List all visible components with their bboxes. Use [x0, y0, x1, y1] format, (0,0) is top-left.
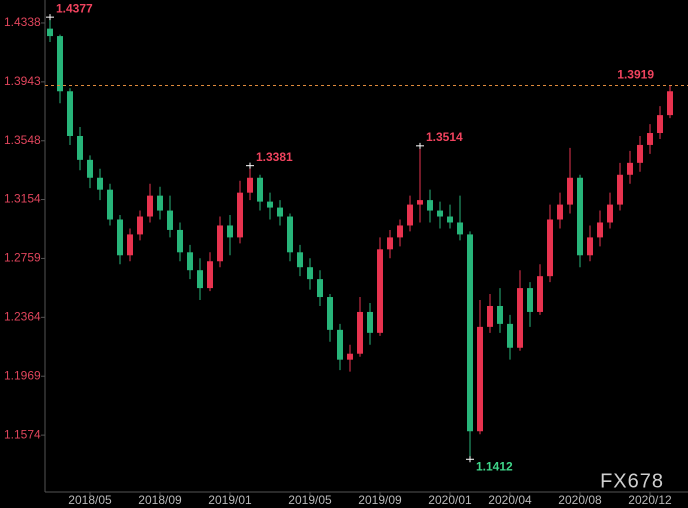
candle-body [657, 115, 663, 134]
candle-body [667, 91, 673, 116]
candle-body [337, 329, 343, 360]
candle-body [257, 177, 263, 202]
y-tick-label: 1.1574 [4, 427, 41, 441]
y-tick-label: 1.4338 [4, 15, 41, 29]
candle-body [597, 222, 603, 238]
x-tick-label: 2018/09 [138, 493, 182, 507]
x-tick-label: 2020/12 [628, 493, 672, 507]
candle-body [297, 252, 303, 268]
candle-body [227, 225, 233, 238]
candle-body [127, 234, 133, 256]
candle-body [87, 159, 93, 178]
candle-body [557, 204, 563, 220]
x-tick-label: 2020/01 [428, 493, 472, 507]
candle-body [617, 174, 623, 205]
candle-body [517, 288, 523, 348]
candle-body [447, 216, 453, 223]
x-tick-label: 2019/05 [288, 493, 332, 507]
candle-body [157, 195, 163, 211]
candle-body [197, 270, 203, 289]
y-tick-label: 1.2364 [4, 309, 41, 323]
x-tick-label: 2020/04 [488, 493, 532, 507]
y-tick-label: 1.3154 [4, 192, 41, 206]
candle-body [67, 91, 73, 136]
candle-body [207, 261, 213, 289]
x-tick-label: 2019/09 [358, 493, 402, 507]
candle-body [187, 252, 193, 271]
candle-body [527, 288, 533, 312]
candle-body [47, 28, 53, 37]
candle-body [547, 219, 553, 277]
candle-body [417, 200, 423, 205]
candle-body [267, 201, 273, 208]
candle-body [487, 305, 493, 327]
candle-body [577, 177, 583, 256]
candle-body [277, 207, 283, 217]
candle-body [647, 133, 653, 145]
candle-body [397, 225, 403, 238]
candle-body [77, 135, 83, 160]
candle-body [637, 144, 643, 163]
x-tick-label: 2020/08 [558, 493, 602, 507]
candle-body [507, 323, 513, 348]
candle-body [427, 200, 433, 211]
extreme-label: 1.4377 [56, 1, 93, 15]
y-tick-label: 1.1969 [4, 368, 41, 382]
y-tick-label: 1.3548 [4, 133, 41, 147]
candle-body [387, 237, 393, 250]
x-tick-label: 2019/01 [208, 493, 252, 507]
candle-body [327, 297, 333, 330]
candle-body [627, 162, 633, 175]
candle-body [97, 177, 103, 190]
candle-body [147, 195, 153, 217]
candle-body [177, 229, 183, 253]
price-line-label: 1.3919 [617, 68, 654, 82]
y-tick-label: 1.2759 [4, 251, 41, 265]
candle-body [437, 210, 443, 217]
candle-body [317, 279, 323, 298]
candle-body [457, 222, 463, 235]
candle-body [587, 237, 593, 256]
candle-body [367, 311, 373, 333]
candle-body [287, 216, 293, 253]
watermark: FX678 [600, 470, 664, 492]
candle-body [357, 311, 363, 354]
extreme-label: 1.3514 [426, 130, 463, 144]
candle-body [57, 36, 63, 92]
candle-body [607, 204, 613, 223]
x-tick-label: 2018/05 [68, 493, 112, 507]
candle-body [497, 305, 503, 324]
candle-body [407, 204, 413, 226]
candle-body [347, 353, 353, 360]
candle-body [247, 177, 253, 193]
extreme-label: 1.1412 [476, 459, 513, 473]
candle-body [537, 276, 543, 312]
candle-body [137, 216, 143, 235]
candle-body [117, 219, 123, 256]
extreme-label: 1.3381 [256, 150, 293, 164]
candle-body [467, 234, 473, 432]
candle-body [237, 192, 243, 238]
candle-body [477, 326, 483, 432]
candle-body [107, 189, 113, 220]
candle-body [307, 267, 313, 280]
candle-body [217, 225, 223, 262]
candle-body [167, 210, 173, 230]
y-tick-label: 1.3943 [4, 74, 41, 88]
candle-body [567, 177, 573, 205]
candle-body [377, 249, 383, 333]
